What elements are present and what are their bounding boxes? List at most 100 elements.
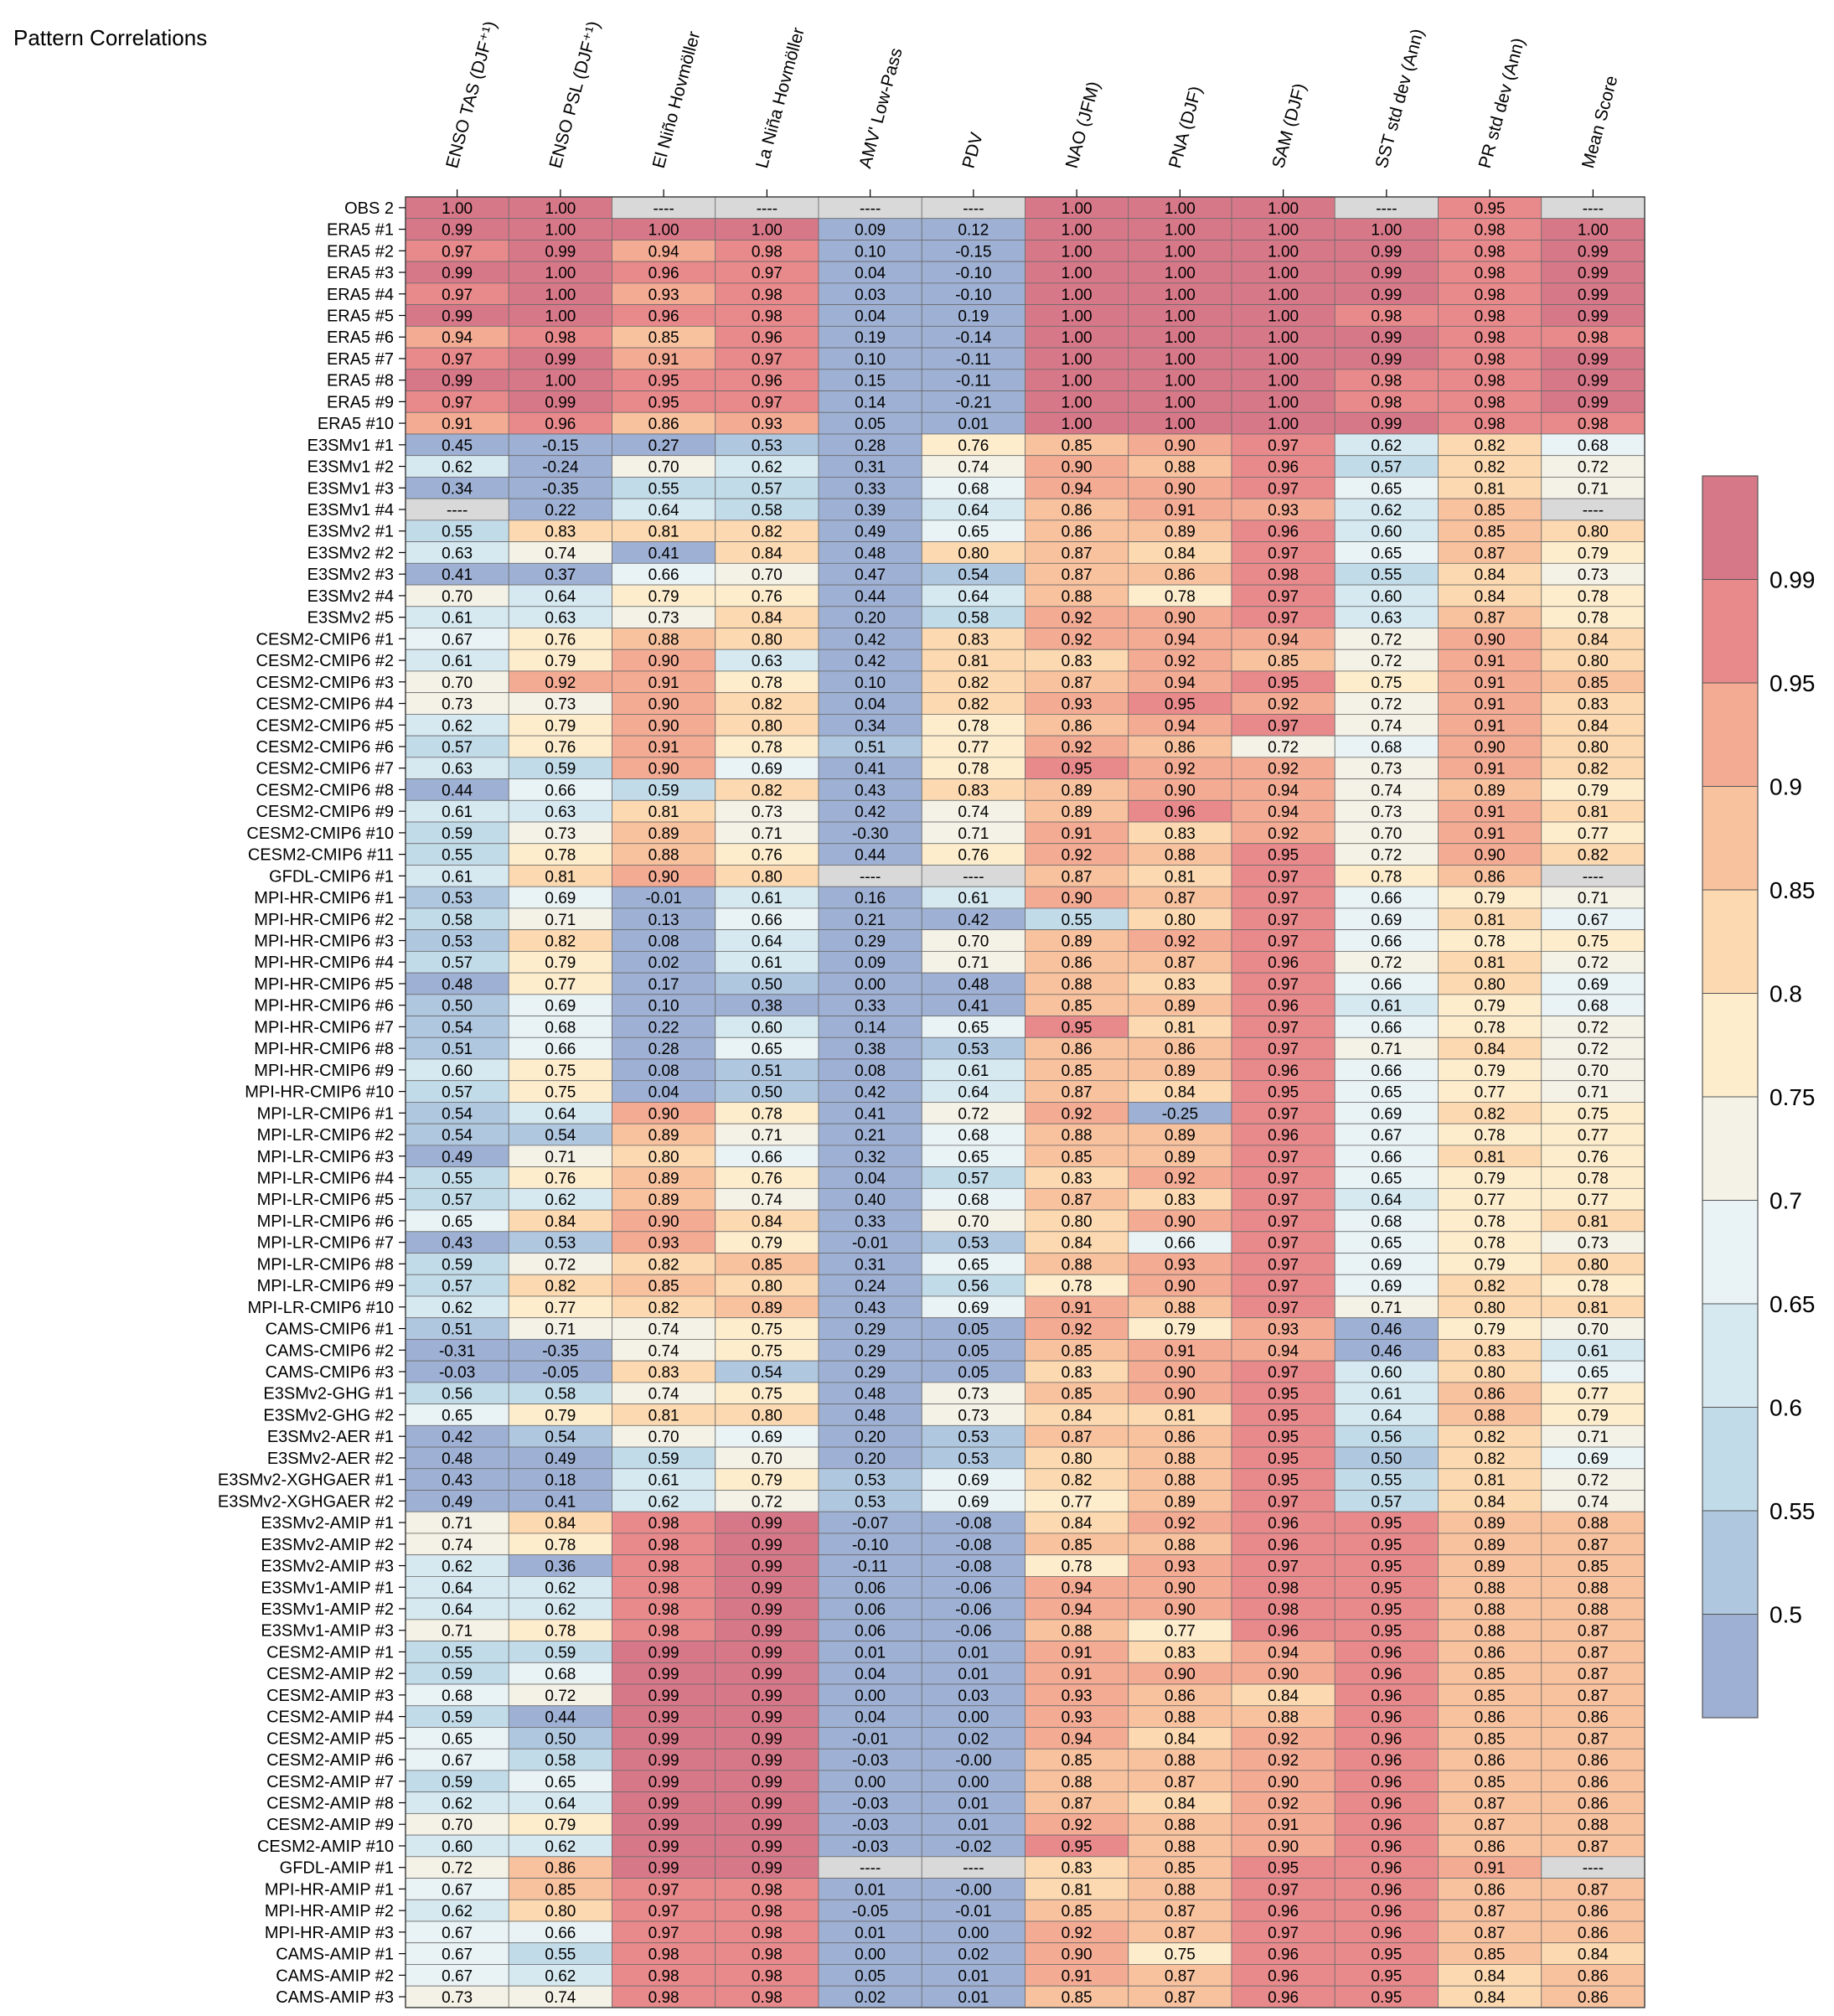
heatmap-cell (921, 282, 1025, 306)
cell-value-label: 0.97 (1268, 1019, 1299, 1036)
cell-value-label: 0.21 (855, 1127, 886, 1145)
colorbar-segment (1702, 1407, 1758, 1511)
heatmap-cell (612, 282, 716, 306)
cell-value-label: 0.65 (1371, 545, 1402, 562)
cell-value-label: 0.88 (1578, 1601, 1609, 1619)
cell-value-label: 0.70 (1371, 825, 1402, 843)
cell-value-label: 0.83 (1062, 1860, 1093, 1878)
cell-value-label: 0.93 (648, 287, 679, 304)
cell-value-label: 1.00 (1578, 222, 1609, 240)
cell-value-label: 0.79 (545, 954, 576, 972)
cell-value-label: 0.80 (1475, 1300, 1506, 1317)
cell-value-label: 0.82 (752, 696, 783, 714)
column-label: Mean Score (1578, 74, 1622, 170)
cell-value-label: 0.72 (752, 1493, 783, 1511)
cell-value-label: 0.79 (1475, 1321, 1506, 1339)
cell-value-label: 0.71 (442, 1623, 473, 1641)
cell-value-label: 0.69 (958, 1493, 989, 1511)
cell-value-label: 0.87 (1578, 1838, 1609, 1856)
cell-value-label: 0.89 (1165, 1149, 1196, 1166)
cell-value-label: 0.69 (1371, 1256, 1402, 1274)
heatmap-cell (1541, 714, 1645, 737)
cell-value-label: 0.80 (1578, 524, 1609, 541)
heatmap-cell (818, 821, 922, 845)
cell-value-label: 0.87 (1578, 1623, 1609, 1641)
cell-value-label: 0.99 (1371, 416, 1402, 433)
cell-value-label: 0.13 (648, 912, 679, 929)
cell-value-label: 0.86 (1062, 717, 1093, 735)
cell-value-label: 0.72 (1578, 459, 1609, 477)
heatmap-cell (1128, 411, 1232, 435)
cell-value-label: 0.96 (1268, 954, 1299, 972)
cell-value-label: 0.99 (1371, 265, 1402, 282)
cell-value-label: 0.01 (855, 1881, 886, 1899)
heatmap-cell (921, 929, 1025, 952)
column-label: PDV (958, 131, 986, 171)
cell-value-label: 0.98 (545, 329, 576, 347)
cell-value-label: 0.14 (855, 394, 886, 411)
cell-value-label: 0.50 (752, 1084, 783, 1102)
heatmap-cell (1438, 541, 1542, 564)
cell-value-label: 0.86 (1062, 524, 1093, 541)
cell-value-label: 0.89 (1475, 782, 1506, 799)
heatmap-cell (405, 433, 509, 457)
heatmap-cell (715, 821, 819, 845)
cell-value-label: 0.95 (1165, 696, 1196, 714)
cell-value-label: 0.98 (752, 1925, 783, 1942)
cell-value-label: 0.87 (1165, 1989, 1196, 2007)
cell-value-label: 0.85 (1475, 502, 1506, 520)
cell-value-label: 0.96 (1268, 1515, 1299, 1533)
cell-value-label: 0.91 (648, 739, 679, 757)
cell-value-label: 0.70 (1578, 1321, 1609, 1339)
cell-value-label: 0.29 (855, 1364, 886, 1382)
cell-value-label: 0.87 (1475, 1925, 1506, 1942)
heatmap-cell (1231, 757, 1335, 779)
cell-value-label: 0.98 (1475, 373, 1506, 390)
heatmap-cell (1541, 196, 1645, 220)
cell-value-label: 0.42 (958, 912, 989, 929)
cell-value-label: 0.86 (1062, 1041, 1093, 1058)
cell-value-label: 0.81 (1475, 1149, 1506, 1166)
cell-value-label: 0.78 (1578, 610, 1609, 628)
cell-value-label: 0.88 (1268, 1709, 1299, 1727)
heatmap-cell (1128, 541, 1232, 564)
cell-value-label: 0.04 (855, 1709, 886, 1727)
cell-value-label: 0.88 (1165, 847, 1196, 865)
column-label: ENSO PSL (DJF⁺¹) (545, 19, 603, 170)
cell-value-label: 0.85 (1165, 1860, 1196, 1878)
cell-value-label: 0.91 (1475, 761, 1506, 778)
colorbar-segment (1702, 786, 1758, 890)
cell-value-label: 0.10 (855, 351, 886, 369)
cell-value-label: 0.05 (855, 416, 886, 433)
cell-value-label: 0.32 (855, 1149, 886, 1166)
cell-value-label: 0.54 (442, 1127, 473, 1145)
cell-value-label: 0.92 (1165, 1170, 1196, 1187)
cell-value-label: 0.62 (545, 1579, 576, 1597)
heatmap-cell (921, 628, 1025, 650)
cell-value-label: 0.64 (1371, 1407, 1402, 1424)
cell-value-label: 0.94 (1268, 631, 1299, 649)
cell-value-label: 0.99 (442, 308, 473, 325)
cell-value-label: 1.00 (1062, 308, 1093, 325)
heatmap-cell (1231, 735, 1335, 758)
row-label: CESM2-AMIP #4 (266, 1708, 394, 1727)
cell-value-label: 0.69 (752, 1429, 783, 1446)
cell-value-label: 0.64 (1371, 1192, 1402, 1209)
cell-value-label: 0.84 (1475, 1041, 1506, 1058)
cell-value-label: 0.62 (545, 1967, 576, 1985)
cell-value-label: 0.99 (752, 1709, 783, 1727)
cell-value-label: 0.37 (545, 566, 576, 584)
cell-value-label: 0.60 (1371, 524, 1402, 541)
heatmap-cell (1438, 886, 1542, 909)
cell-value-label: 0.55 (545, 1946, 576, 1964)
cell-value-label: 0.96 (1371, 1925, 1402, 1942)
heatmap-cell (818, 628, 922, 650)
heatmap-cell (1334, 843, 1439, 866)
cell-value-label: 0.98 (648, 1946, 679, 1964)
cell-value-label: 0.01 (958, 416, 989, 433)
row-label: CESM2-CMIP6 #1 (256, 630, 395, 649)
cell-value-label: 0.70 (958, 1213, 989, 1231)
row-label: E3SMv1 #1 (307, 437, 394, 455)
cell-value-label: 0.92 (1062, 610, 1093, 628)
heatmap-cell (715, 562, 819, 586)
